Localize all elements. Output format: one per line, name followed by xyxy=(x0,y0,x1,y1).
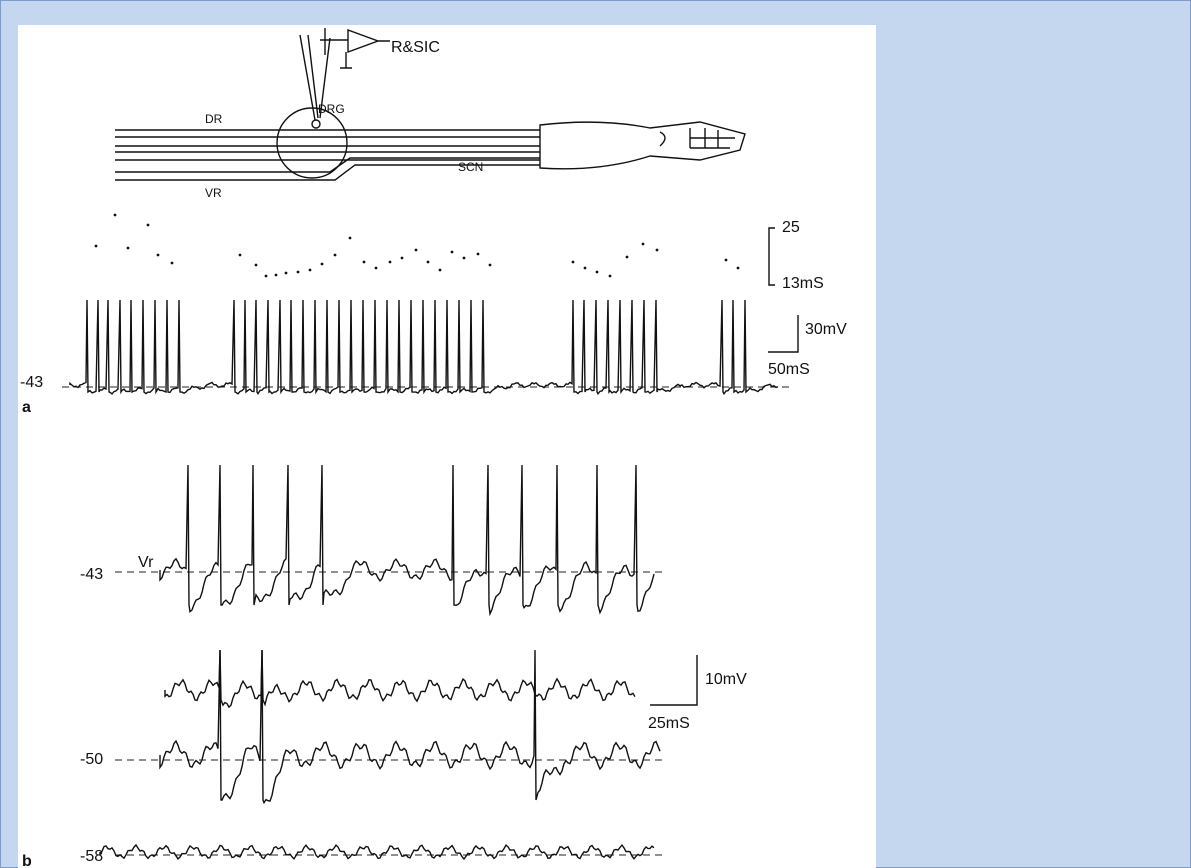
trace-b3 xyxy=(99,843,655,861)
interval-dot xyxy=(348,236,352,240)
time-scale-b: 25mS xyxy=(648,715,690,732)
vr-label: VR xyxy=(205,186,222,200)
time-scale-a: 50mS xyxy=(768,361,810,378)
voltage-scale-a: 30mV xyxy=(805,321,847,338)
interval-dot xyxy=(462,256,466,260)
interval-dot xyxy=(264,274,268,278)
interval-dot xyxy=(608,274,612,278)
interval-dot xyxy=(388,260,392,264)
scn-label: SCN xyxy=(458,160,483,174)
baseline-b1-label: -43 xyxy=(80,566,103,583)
interval-dot xyxy=(308,268,312,272)
amplifier-label: R&SIC xyxy=(391,39,440,56)
interval-scale-top: 25 xyxy=(782,219,800,236)
dr-label: DR xyxy=(205,112,223,126)
electrode-amplifier xyxy=(299,28,390,121)
interval-dot xyxy=(414,248,418,252)
interval-dot xyxy=(333,253,337,257)
interval-dot xyxy=(641,242,645,246)
panel-b-label: b xyxy=(22,853,32,868)
interval-dot xyxy=(146,223,150,227)
trace-b2-lower xyxy=(159,649,661,805)
interval-dot xyxy=(296,270,300,274)
paw xyxy=(539,121,746,170)
interval-dot xyxy=(113,213,117,217)
baseline-b3-label: -58 xyxy=(80,848,103,865)
interval-dot xyxy=(583,266,587,270)
interval-dot xyxy=(156,253,160,257)
interval-dot xyxy=(571,260,575,264)
interval-dot xyxy=(284,271,288,275)
nerve-lines xyxy=(115,129,540,181)
interval-dot xyxy=(595,270,599,274)
interval-dot xyxy=(736,266,740,270)
voltage-scale-b: 10mV xyxy=(705,671,747,688)
scale-bar-b xyxy=(650,655,698,706)
interval-dot xyxy=(438,268,442,272)
interval-dot xyxy=(655,248,659,252)
interval-dot xyxy=(476,252,480,256)
interval-dot xyxy=(254,263,258,267)
interval-dot xyxy=(426,260,430,264)
scale-bar-a xyxy=(768,315,799,353)
interval-dot xyxy=(400,256,404,260)
interval-dot xyxy=(126,246,130,250)
cell-body xyxy=(311,119,321,129)
vr-marker: Vr xyxy=(138,554,154,571)
interval-scale-bar xyxy=(768,227,775,286)
interval-dot xyxy=(488,263,492,267)
trace-b2-upper xyxy=(164,649,636,709)
drg-label: DRG xyxy=(318,102,345,116)
interval-dot xyxy=(724,258,728,262)
interval-dot xyxy=(94,244,98,248)
interval-dot xyxy=(362,260,366,264)
panel-a-label: a xyxy=(22,399,31,416)
interval-dot xyxy=(450,250,454,254)
interval-dot xyxy=(320,262,324,266)
interval-dot xyxy=(625,255,629,259)
trace-a xyxy=(69,299,779,396)
interval-dot xyxy=(170,261,174,265)
trace-b1 xyxy=(159,464,655,617)
baseline-b2-label: -50 xyxy=(80,751,103,768)
baseline-a-label: -43 xyxy=(20,374,43,391)
interval-dot xyxy=(374,266,378,270)
interval-dot xyxy=(274,273,278,277)
preparation-diagram: R&SIC DR DRG VR SCN xyxy=(115,28,746,200)
interval-dot xyxy=(238,253,242,257)
interval-scale-bottom: 13mS xyxy=(782,275,824,292)
drg-ganglion xyxy=(276,107,348,179)
